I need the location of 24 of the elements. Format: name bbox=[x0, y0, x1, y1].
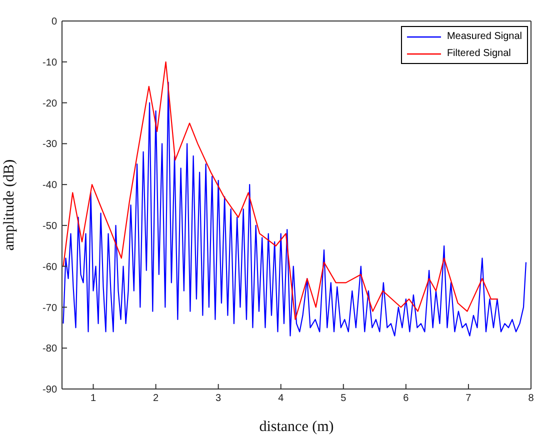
x-tick-label: 2 bbox=[153, 393, 160, 404]
x-tick-label: 3 bbox=[216, 393, 222, 404]
x-tick-label: 1 bbox=[90, 393, 96, 404]
line-series bbox=[62, 82, 527, 336]
legend-label: Measured Signal bbox=[446, 30, 522, 44]
x-tick-label: 6 bbox=[403, 393, 410, 404]
x-tick-label: 4 bbox=[278, 393, 284, 404]
y-tick-label: -10 bbox=[42, 57, 58, 68]
y-tick-label: -50 bbox=[42, 220, 58, 232]
y-tick-label: -70 bbox=[42, 302, 58, 314]
y-tick-label: -90 bbox=[42, 384, 58, 396]
y-tick-label: -30 bbox=[42, 139, 58, 150]
line-series bbox=[62, 61, 498, 320]
x-tick-label: 8 bbox=[528, 393, 534, 404]
y-tick-label: -20 bbox=[42, 98, 58, 110]
y-tick-label: 0 bbox=[51, 16, 58, 28]
y-tick-label: -40 bbox=[42, 180, 58, 192]
y-tick-label: -60 bbox=[42, 262, 58, 273]
x-tick-label: 7 bbox=[466, 393, 472, 404]
x-axis-title: distance (m) bbox=[259, 419, 334, 435]
x-tick-label: 5 bbox=[340, 393, 347, 404]
y-axis-title: amplitude (dB) bbox=[1, 159, 18, 251]
legend-label: Filtered Signal bbox=[446, 47, 511, 61]
y-tick-label: -80 bbox=[42, 344, 58, 355]
